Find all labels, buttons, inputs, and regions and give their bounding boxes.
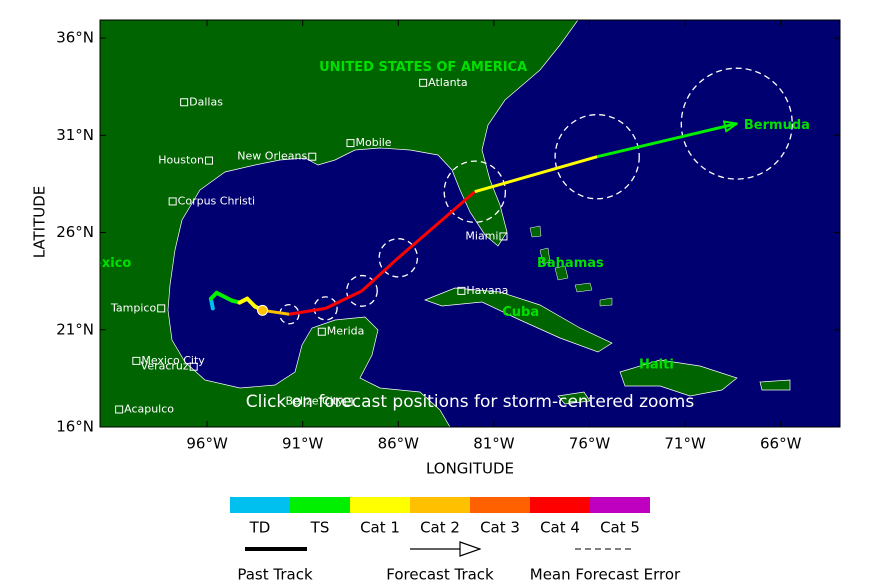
city-marker <box>157 304 166 313</box>
legend: TD TS Cat 1 Cat 2 Cat 3 Cat 4 Cat 5 Past Track F… <box>230 497 681 584</box>
forecast-error-circle <box>346 274 378 307</box>
x-tick-label: 81°W <box>473 435 515 453</box>
city-marker <box>180 98 189 107</box>
land-north-america <box>100 20 579 427</box>
legend-category-label: Cat 5 <box>600 519 640 537</box>
forecast-error-circle <box>443 160 507 223</box>
city-label: Dallas <box>189 95 223 108</box>
legend-category-label: Cat 4 <box>540 519 580 537</box>
legend-category-label: TS <box>310 519 330 537</box>
cities: Dallas Atlanta Mobile New Orleans Houston Cor… <box>110 76 508 416</box>
city-marker <box>132 356 141 365</box>
legend-item-label: Mean Forecast Error <box>530 566 681 584</box>
city-marker <box>317 327 326 336</box>
city-label: Miami <box>465 229 498 242</box>
land-bahamas <box>529 225 613 307</box>
axes: 96°W 91°W 86°W 81°W 76°W 71°W 66°W 16°N 21°N 26°N… <box>56 20 840 453</box>
y-tick-label: 16°N <box>56 418 94 436</box>
forecast-track-segment[interactable] <box>289 306 326 316</box>
city-label: Veracruz <box>141 360 189 373</box>
city-marker <box>308 152 317 161</box>
legend-item-label: Past Track <box>237 566 313 584</box>
forecast-error-circle <box>680 67 793 180</box>
land-jamaica <box>557 391 591 405</box>
map-note: Click on forecast positions for storm-ce… <box>246 392 695 412</box>
city-label: Houston <box>158 154 204 167</box>
x-tick-label: 86°W <box>378 435 420 453</box>
y-tick-label: 36°N <box>56 29 94 47</box>
city-label: Mobile <box>355 136 391 149</box>
past-track-segment <box>214 290 234 303</box>
map-area[interactable]: Dallas Atlanta Mobile New Orleans Houston Cor… <box>80 20 840 427</box>
forecast-track-segment[interactable] <box>360 256 400 292</box>
city-label: Belize City <box>286 395 345 408</box>
legend-swatch <box>530 497 590 513</box>
forecast-error-circle <box>554 113 640 200</box>
x-tick-label: 91°W <box>282 435 324 453</box>
city-label: New Orleans <box>237 150 307 163</box>
regions: UNITED STATES OF AMERICA Bermuda Bahamas Cu… <box>80 60 810 373</box>
y-tick-label: 26°N <box>56 223 94 241</box>
region-label: Bermuda <box>744 118 810 133</box>
x-tick-label: 66°W <box>760 435 802 453</box>
storm-track[interactable] <box>208 67 793 325</box>
city-marker <box>344 397 353 406</box>
legend-swatch <box>470 497 530 513</box>
legend-swatch <box>290 497 350 513</box>
city-label: Atlanta <box>428 76 467 89</box>
city-marker <box>115 405 124 414</box>
land-cuba <box>424 287 613 353</box>
legend-swatch <box>350 497 410 513</box>
forecast-track-segment[interactable] <box>596 124 737 159</box>
forecast-error-circle <box>313 296 338 321</box>
city-label: Corpus Christi <box>178 194 255 207</box>
region-label: UNITED STATES OF AMERICA <box>319 60 527 75</box>
region-label: Cuba <box>502 305 539 320</box>
current-position <box>257 304 269 316</box>
legend-swatch <box>590 497 650 513</box>
city-marker <box>168 197 177 206</box>
legend-swatch <box>230 497 290 513</box>
region-label: Bahamas <box>537 256 604 271</box>
legend-category-label: Cat 3 <box>480 519 520 537</box>
forecast-track-segment[interactable] <box>324 289 363 310</box>
city-marker <box>499 232 508 241</box>
city-marker <box>204 156 213 165</box>
y-tick-label: 21°N <box>56 320 94 338</box>
city-marker <box>419 78 428 87</box>
city-label: Havana <box>466 284 508 297</box>
plot-frame <box>99 19 841 428</box>
land-puerto-rico <box>759 379 791 391</box>
land-hispaniola <box>619 359 738 397</box>
region-label: Mexico <box>80 256 131 271</box>
forecast-track-segment[interactable] <box>397 190 476 259</box>
legend-category-label: Cat 1 <box>360 519 400 537</box>
city-label: Acapulco <box>124 402 174 415</box>
forecast-error-circle <box>378 238 419 278</box>
city-label: Mexico City <box>141 354 205 367</box>
forecast-error-circle <box>279 304 300 325</box>
city-marker <box>457 286 466 295</box>
x-tick-label: 96°W <box>186 435 228 453</box>
legend-item-label: Forecast Track <box>386 566 494 584</box>
legend-category-label: Cat 2 <box>420 519 460 537</box>
y-tick-label: 31°N <box>56 126 94 144</box>
city-marker <box>346 139 355 148</box>
forecast-track-segment[interactable] <box>474 155 598 194</box>
city-marker <box>189 362 198 371</box>
x-tick-label: 71°W <box>664 435 706 453</box>
x-tick-label: 76°W <box>569 435 611 453</box>
city-label: Tampico <box>110 301 156 314</box>
region-label: Haiti <box>639 357 674 372</box>
y-axis-label: LATITUDE <box>31 186 49 259</box>
legend-category-label: TD <box>249 519 271 537</box>
x-axis-label: LONGITUDE <box>426 460 514 478</box>
legend-swatch <box>410 497 470 513</box>
city-label: Merida <box>327 325 365 338</box>
